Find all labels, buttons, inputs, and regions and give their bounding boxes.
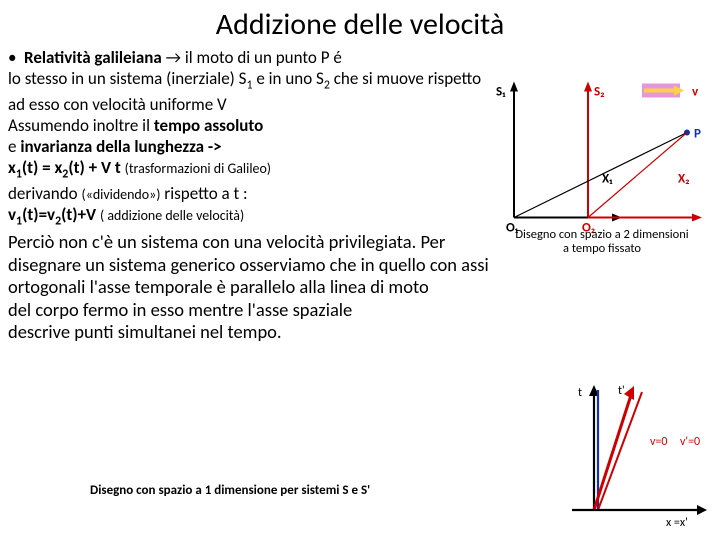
eq-note: ( addizione delle velocità) [100, 207, 244, 224]
paren-note: («dividendo») [81, 186, 160, 203]
eq-note: (trasformazioni di Galileo) [125, 160, 271, 177]
page-title: Addizione delle velocità [0, 0, 720, 47]
label-v: v [692, 85, 699, 100]
caption-line: Disegno con spazio a 2 dimensioni [515, 227, 688, 242]
t: v [8, 204, 16, 225]
label-v0: v=0 [650, 435, 667, 449]
label-vp0: v'=0 [680, 435, 700, 449]
eq-text: v1(t)=v2(t)+V [8, 204, 100, 225]
t: (t) + V t [68, 157, 124, 178]
bullet-line: • Relatività galileiana → il moto di un … [8, 47, 508, 68]
caption-diagram-2: Disegno con spazio a 1 dimensione per si… [90, 483, 370, 498]
caption-line: a tempo fissato [563, 241, 641, 256]
caption-diagram-1: Disegno con spazio a 2 dimensioni a temp… [492, 228, 712, 257]
bullet-marker: • [8, 47, 24, 68]
line-5: e invarianza della lunghezza -> [8, 136, 508, 157]
label-S2: S₂ [594, 85, 605, 100]
bold-term-1: Relatività galileiana [24, 47, 162, 68]
diagram-1d-space: t t' v=0 v'=0 x =x' [562, 380, 712, 530]
text-span: e [8, 136, 20, 157]
text-span: lo stesso in un sistema (inerziale) S [8, 68, 246, 89]
text-span: rispetto a t : [160, 183, 247, 204]
bullet-text: Relatività galileiana → il moto di un pu… [24, 47, 342, 68]
text-span: derivando [8, 183, 81, 204]
p2-line: disegnare un sistema generico osserviamo… [8, 254, 712, 277]
bold-term-3: invarianza della lunghezza -> [20, 136, 221, 157]
label-X1: X₁ [602, 172, 613, 187]
label-tp: t' [618, 384, 625, 398]
label-P: P [694, 127, 701, 142]
label-X2: X₂ [678, 172, 690, 187]
line-3: ad esso con velocità uniforme V [8, 94, 508, 115]
line-4: Assumendo inoltre il tempo assoluto [8, 115, 508, 136]
line-7: derivando («dividendo») rispetto a t : [8, 183, 508, 204]
bold-term-2: tempo assoluto [154, 115, 263, 136]
text-span: Assumendo inoltre il [8, 115, 154, 136]
text-span: → il moto di un punto P é [162, 47, 342, 68]
eq-text: x1(t) = x2(t) + V t [8, 157, 125, 178]
p2-line: descrive punti simultanei nel tempo. [8, 321, 558, 344]
equation-1: x1(t) = x2(t) + V t (trasformazioni di G… [8, 157, 508, 182]
equation-2: v1(t)=v2(t)+V ( addizione delle velocità… [8, 204, 508, 229]
label-x: x =x' [666, 516, 688, 530]
p2-line: del corpo fermo in esso mentre l'asse sp… [8, 299, 558, 322]
text-span: e in uno S [253, 68, 324, 89]
p2-line: ortogonali l'asse temporale è parallelo … [8, 276, 712, 299]
t: (t) = x [22, 157, 62, 178]
label-S1: S₁ [496, 85, 506, 100]
text-span: che si muove rispetto [330, 68, 481, 89]
label-t: t [578, 386, 582, 400]
t: (t)+V [61, 204, 100, 225]
t: (t)=v [22, 204, 55, 225]
t: x [8, 157, 16, 178]
diagram-2d-space: v P S₁ S₂ X₁ X₂ O₁ O₂ [492, 70, 712, 240]
